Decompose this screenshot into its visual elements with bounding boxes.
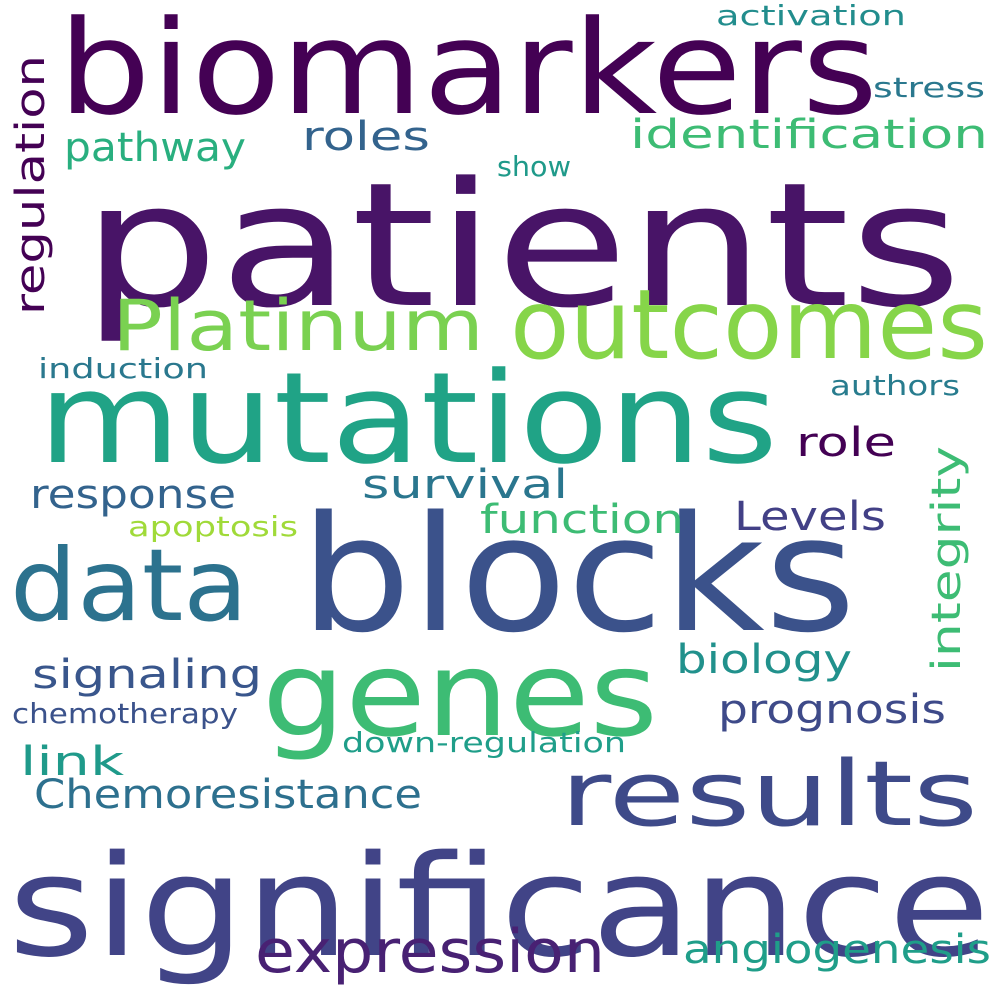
word-angiogenesis: angiogenesis	[683, 927, 991, 973]
word-authors: authors	[830, 369, 960, 402]
word-pathway: pathway	[64, 125, 246, 171]
word-biology: biology	[676, 637, 852, 683]
word-role: role	[796, 420, 896, 466]
word-link: link	[20, 739, 125, 785]
word-down-regulation: down-regulation	[342, 726, 626, 759]
word-identification: identification	[630, 112, 988, 158]
word-biomarkers: biomarkers	[58, 0, 878, 144]
word-regulation: regulation	[8, 55, 54, 315]
word-levels: Levels	[734, 494, 886, 540]
word-show: show	[497, 150, 571, 183]
word-stress: stress	[873, 71, 985, 104]
word-prognosis: prognosis	[718, 687, 946, 733]
word-blocks: blocks	[300, 481, 856, 668]
word-outcomes: outcomes	[510, 269, 988, 381]
word-chemoresistance: Chemoresistance	[34, 772, 422, 818]
word-data: data	[10, 527, 248, 644]
word-mutations: mutations	[38, 345, 778, 492]
word-survival: survival	[362, 462, 568, 508]
word-apoptosis: apoptosis	[128, 510, 298, 543]
word-roles: roles	[302, 114, 430, 160]
word-activation: activation	[716, 0, 906, 32]
word-integrity: integrity	[924, 446, 970, 672]
word-signaling: signaling	[32, 652, 262, 698]
word-function: function	[480, 497, 684, 543]
word-platinum: Platinum	[112, 285, 484, 367]
word-chemotherapy: chemotherapy	[12, 697, 238, 730]
word-response: response	[30, 472, 236, 518]
word-expression: expression	[255, 917, 605, 987]
word-patients: patients	[82, 145, 962, 346]
word-genes: genes	[262, 625, 658, 763]
word-results: results	[560, 742, 978, 847]
word-significance: significance	[8, 826, 990, 989]
word-induction: induction	[38, 352, 208, 385]
